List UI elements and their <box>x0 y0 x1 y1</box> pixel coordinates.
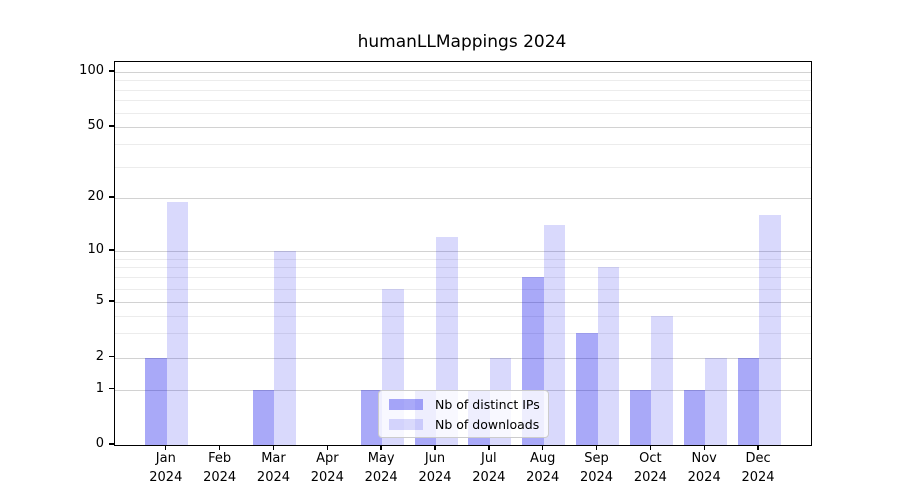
x-tick-mark <box>272 445 275 451</box>
gridline-minor <box>115 89 811 91</box>
bar-distinct-ips <box>629 389 652 445</box>
x-tick-label-year: 2024 <box>472 470 506 485</box>
gridline-major <box>115 72 811 73</box>
x-tick-mark <box>649 445 652 451</box>
y-tick-mark <box>109 196 114 198</box>
gridline-minor <box>115 100 811 102</box>
legend-label-downloads: Nb of downloads <box>435 416 540 432</box>
x-tick-mark <box>218 445 221 451</box>
bar-distinct-ips <box>576 332 598 445</box>
bar-downloads <box>274 251 296 445</box>
x-tick-label-year: 2024 <box>633 470 667 485</box>
y-tick-mark <box>109 387 114 390</box>
x-tick-label-month: May <box>367 451 395 466</box>
x-tick-label-month: Feb <box>208 451 232 466</box>
x-tick-label-month: Nov <box>691 451 717 466</box>
gridline-minor <box>115 80 811 82</box>
y-tick-mark <box>109 249 114 251</box>
bar-distinct-ips <box>683 389 706 445</box>
x-tick-label-year: 2024 <box>418 470 452 485</box>
y-tick-mark <box>109 355 114 358</box>
x-tick-label-month: Jul <box>480 451 497 466</box>
gridline-minor <box>115 166 811 168</box>
gridline-minor <box>115 332 811 334</box>
gridline-major <box>115 302 811 303</box>
gridline-minor <box>115 315 811 317</box>
legend-swatch-distinct-ips <box>389 398 423 410</box>
x-tick-label-month: Dec <box>745 451 771 466</box>
y-tick-label: 0 <box>95 436 104 451</box>
x-tick-label-month: Oct <box>639 451 662 466</box>
gridline-minor <box>115 112 811 114</box>
x-tick-label-month: Apr <box>316 451 339 466</box>
legend-label-distinct-ips: Nb of distinct IPs <box>435 396 540 412</box>
x-tick-label-month: Jan <box>155 451 176 466</box>
y-tick-mark <box>109 125 114 127</box>
x-tick-label-year: 2024 <box>149 470 183 485</box>
gridline-major <box>115 127 811 128</box>
bar-distinct-ips <box>252 389 275 445</box>
bar-downloads <box>651 315 673 445</box>
x-tick-label-month: Mar <box>261 451 286 466</box>
x-tick-mark <box>595 445 598 451</box>
gridline-major <box>115 251 811 252</box>
legend-swatch-downloads <box>389 418 423 430</box>
chart-title: humanLLMappings 2024 <box>357 32 567 52</box>
bar-distinct-ips <box>145 357 167 445</box>
x-tick-label-year: 2024 <box>256 470 291 485</box>
y-tick-label: 10 <box>87 242 104 257</box>
bar-distinct-ips <box>360 389 383 445</box>
x-tick-label-year: 2024 <box>741 470 775 485</box>
plot-area <box>114 61 812 446</box>
x-tick-label-year: 2024 <box>579 470 614 485</box>
x-tick-label-year: 2024 <box>526 470 560 485</box>
y-tick-mark <box>109 443 114 445</box>
x-tick-mark <box>380 445 382 451</box>
bar-downloads <box>597 267 620 445</box>
x-tick-mark <box>488 445 490 451</box>
gridline-minor <box>115 144 811 146</box>
bar-distinct-ips <box>737 357 760 445</box>
x-tick-label-year: 2024 <box>203 470 237 485</box>
legend-item-distinct-ips: Nb of distinct IPs <box>389 396 540 412</box>
y-tick-label: 100 <box>79 63 104 78</box>
bar-downloads <box>705 357 727 445</box>
y-tick-label: 20 <box>87 189 104 204</box>
gridline-minor <box>115 288 811 290</box>
x-tick-mark <box>434 445 436 451</box>
x-tick-mark <box>541 445 544 451</box>
y-tick-label: 5 <box>95 293 104 308</box>
x-tick-label-month: Sep <box>584 451 609 466</box>
gridline-minor <box>115 277 811 279</box>
bar-downloads <box>166 201 189 445</box>
x-tick-label-month: Jun <box>424 451 446 466</box>
y-tick-label: 2 <box>95 348 104 364</box>
x-tick-label-month: Aug <box>529 451 556 466</box>
bar-downloads <box>759 215 781 445</box>
gridline-minor <box>115 267 811 269</box>
y-tick-label: 1 <box>95 380 104 396</box>
x-tick-mark <box>165 445 167 451</box>
gridline-major <box>115 357 811 359</box>
legend: Nb of distinct IPs Nb of downloads <box>378 390 549 438</box>
x-tick-label-year: 2024 <box>364 470 398 485</box>
y-tick-mark <box>109 70 114 72</box>
bar-downloads <box>543 225 566 445</box>
y-tick-mark <box>109 300 114 302</box>
x-tick-mark <box>326 445 328 451</box>
y-tick-label: 50 <box>87 118 104 133</box>
x-tick-mark <box>703 445 705 451</box>
x-tick-label-year: 2024 <box>310 470 344 485</box>
x-tick-label-year: 2024 <box>687 470 721 485</box>
gridline-minor <box>115 258 811 260</box>
x-tick-mark <box>757 445 759 451</box>
legend-item-downloads: Nb of downloads <box>389 416 540 432</box>
gridline-major <box>115 198 811 199</box>
